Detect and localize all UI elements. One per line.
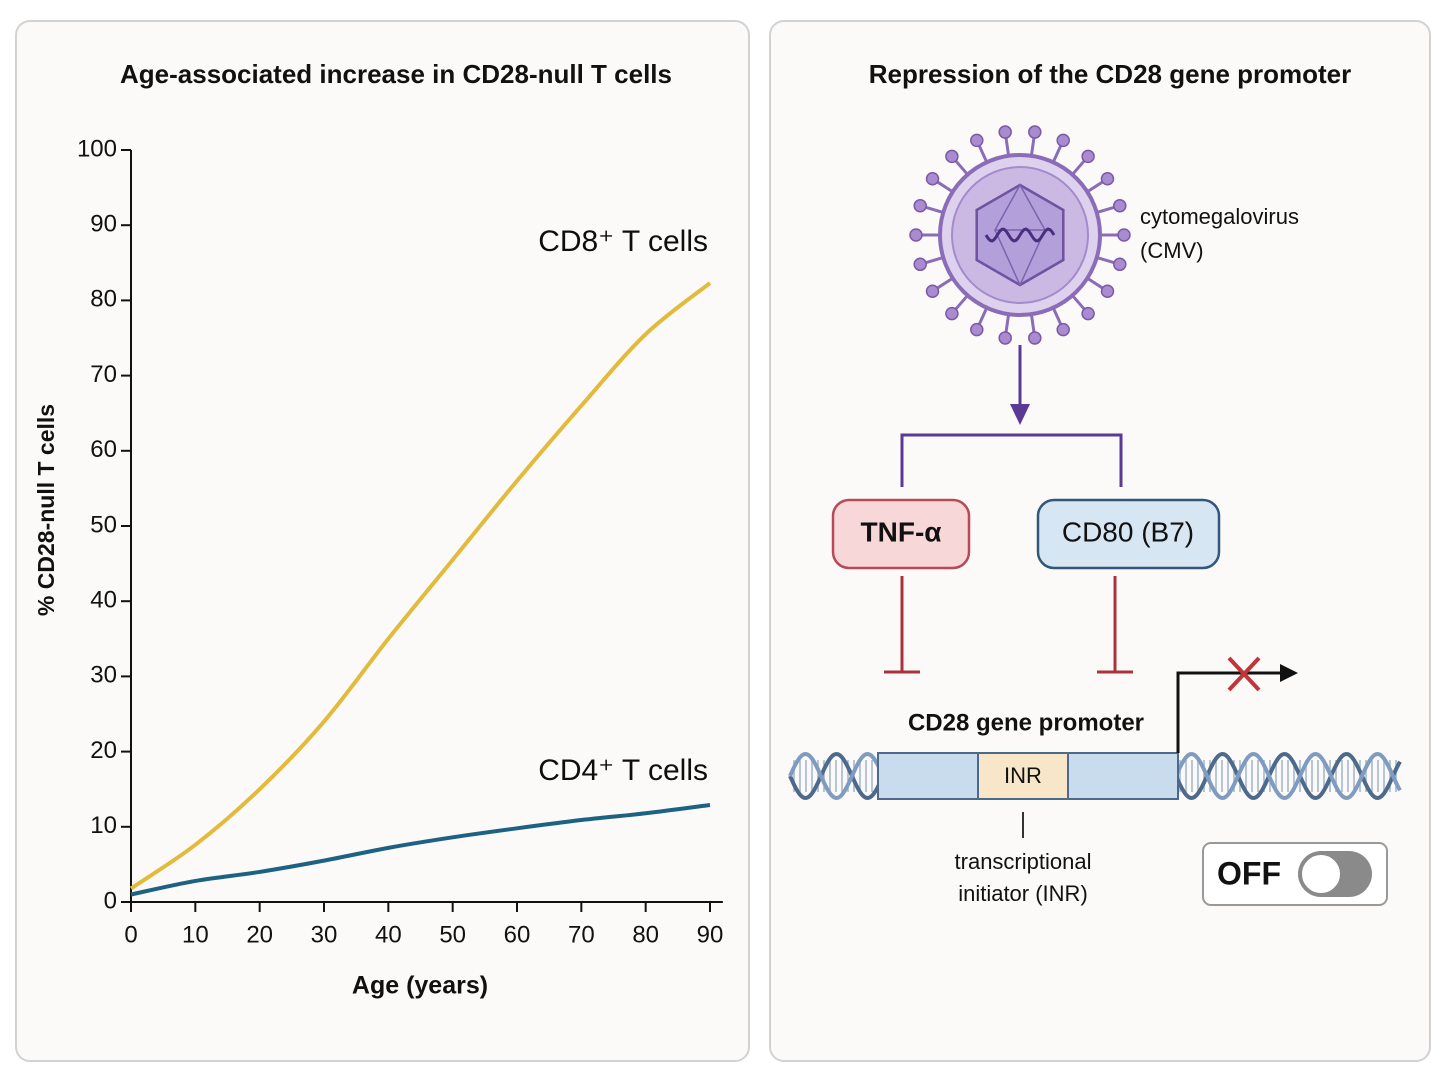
y-tick-label: 80: [90, 286, 117, 313]
x-tick-label: 50: [439, 921, 466, 948]
x-tick-label: 10: [182, 921, 209, 948]
switch-label: OFF: [1217, 855, 1281, 891]
node-label: CD80 (B7): [1062, 516, 1194, 547]
x-axis-title: Age (years): [352, 972, 488, 1000]
spike-tip: [1117, 228, 1131, 242]
series-label: CD4⁺ T cells: [538, 754, 708, 787]
x-tick-label: 80: [632, 921, 659, 948]
inhibition-lines: [884, 576, 1133, 674]
spike-tip: [1100, 172, 1115, 186]
spike-tip: [1028, 331, 1042, 345]
node-box: [831, 498, 971, 570]
spike-tip: [909, 228, 923, 242]
dna-helix: [788, 751, 1402, 801]
caption: transcriptional: [955, 849, 1092, 874]
toggle-knob: [1300, 853, 1342, 895]
spike-tip: [1081, 306, 1095, 321]
spike-tip: [1056, 322, 1070, 337]
chart-title: Age-associated increase in CD28-null T c…: [120, 59, 672, 89]
spike-tip: [1081, 149, 1095, 164]
spike-tip: [1028, 125, 1042, 139]
node-label: TNF-α: [861, 516, 942, 547]
y-tick-label: 0: [104, 887, 117, 914]
x-tick-label: 0: [124, 921, 137, 948]
x-tick-label: 90: [697, 921, 724, 948]
series-line: [129, 281, 712, 891]
x-tick-label: 30: [311, 921, 338, 948]
promoter-label: CD28 gene promoter: [908, 709, 1144, 736]
plot: 0 10 20 30 40 50 60 70 80 90 100 0 10 20 30 40 50 60 70 80 9…: [77, 135, 723, 948]
y-tick-label: 20: [90, 737, 117, 764]
x-tick-label: 40: [375, 921, 402, 948]
bracket: [900, 433, 1123, 487]
y-tick-label: 10: [90, 812, 117, 839]
virus-icon: [909, 125, 1131, 345]
spike-tip: [913, 257, 927, 272]
spike-tip: [925, 284, 940, 298]
virus-abbreviation: (CMV): [1140, 238, 1204, 263]
spike-tip: [1100, 284, 1115, 298]
y-tick-label: 100: [77, 135, 117, 162]
spike-tip: [970, 133, 984, 148]
y-tick-label: 90: [90, 211, 117, 238]
spike-tip: [1056, 133, 1070, 148]
node-box: [1036, 498, 1221, 570]
capsid-facets: [993, 183, 1047, 287]
dna-strand: [1174, 751, 1402, 801]
x-tick-label: 70: [568, 921, 595, 948]
series-label: CD8⁺ T cells: [538, 225, 708, 258]
x-tick-label: 20: [246, 921, 273, 948]
dna-strand: [788, 751, 882, 801]
genome: [984, 227, 1056, 243]
spike-tip: [1113, 198, 1127, 213]
y-tick-label: 30: [90, 662, 117, 689]
spike-tip: [998, 125, 1012, 139]
series-line: [130, 803, 711, 897]
dna-strand: [788, 751, 882, 801]
spike-tip: [925, 172, 940, 186]
spike-tip: [945, 149, 959, 164]
spike-tip: [998, 331, 1012, 345]
blocked-mark: [1227, 656, 1261, 692]
y-axis-title: % CD28-null T cells: [33, 404, 59, 616]
y-tick-label: 70: [90, 361, 117, 388]
transcription-arrow: [1176, 671, 1285, 753]
spike-tip: [970, 322, 984, 337]
y-tick-label: 60: [90, 436, 117, 463]
inr-region: [977, 752, 1069, 800]
x-tick-label: 60: [504, 921, 531, 948]
spike-tip: [913, 198, 927, 213]
arrowhead: [1010, 404, 1030, 425]
y-tick-label: 50: [90, 511, 117, 538]
virus-label: cytomegalovirus: [1140, 204, 1299, 229]
spike-tip: [1113, 257, 1127, 272]
chart-panel: [15, 20, 750, 1062]
inr-label: INR: [1004, 763, 1042, 788]
diagram-title: Repression of the CD28 gene promoter: [869, 59, 1352, 89]
arrowhead: [1280, 664, 1298, 682]
spike-tip: [945, 306, 959, 321]
y-tick-label: 40: [90, 587, 117, 614]
caption: initiator (INR): [958, 881, 1088, 906]
